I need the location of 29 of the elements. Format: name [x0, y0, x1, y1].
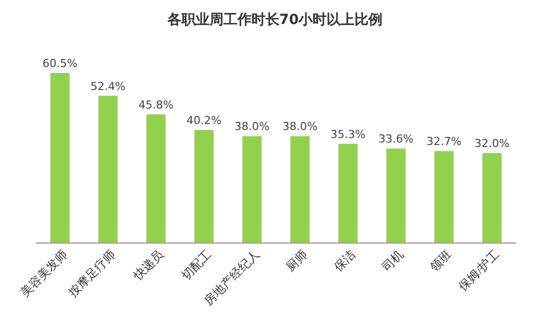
bar — [482, 153, 502, 243]
bar — [386, 148, 406, 243]
data-label: 32.0% — [474, 137, 510, 150]
x-tick-label: 按摩足疗师 — [66, 247, 118, 300]
bar — [290, 136, 310, 243]
data-label: 45.8% — [138, 98, 174, 112]
bar — [50, 73, 70, 243]
x-tick-label: 快递员 — [130, 247, 166, 284]
data-label: 60.5% — [42, 57, 78, 70]
bar — [434, 151, 454, 243]
bar — [242, 136, 262, 243]
data-label: 35.3% — [330, 128, 366, 141]
bar — [194, 130, 214, 243]
bar — [146, 114, 166, 243]
chart-title: 各职业周工作时长70小时以上比例 — [166, 12, 383, 28]
bar — [338, 144, 358, 243]
data-label: 38.0% — [234, 120, 270, 134]
x-tick-label: 切配工 — [178, 247, 214, 283]
data-label: 52.4% — [90, 80, 126, 93]
data-label: 33.6% — [378, 132, 414, 146]
data-label: 38.0% — [282, 120, 318, 134]
data-label: 32.7% — [426, 135, 462, 148]
x-tick-label: 保姆/护工 — [456, 247, 502, 294]
x-tick-label: 司机 — [379, 247, 406, 274]
x-tick-label: 保洁 — [331, 247, 358, 274]
x-tick-label: 厨师 — [283, 247, 310, 274]
bar — [98, 96, 118, 243]
x-tick-label: 领班 — [427, 247, 454, 274]
data-label: 40.2% — [186, 114, 222, 128]
